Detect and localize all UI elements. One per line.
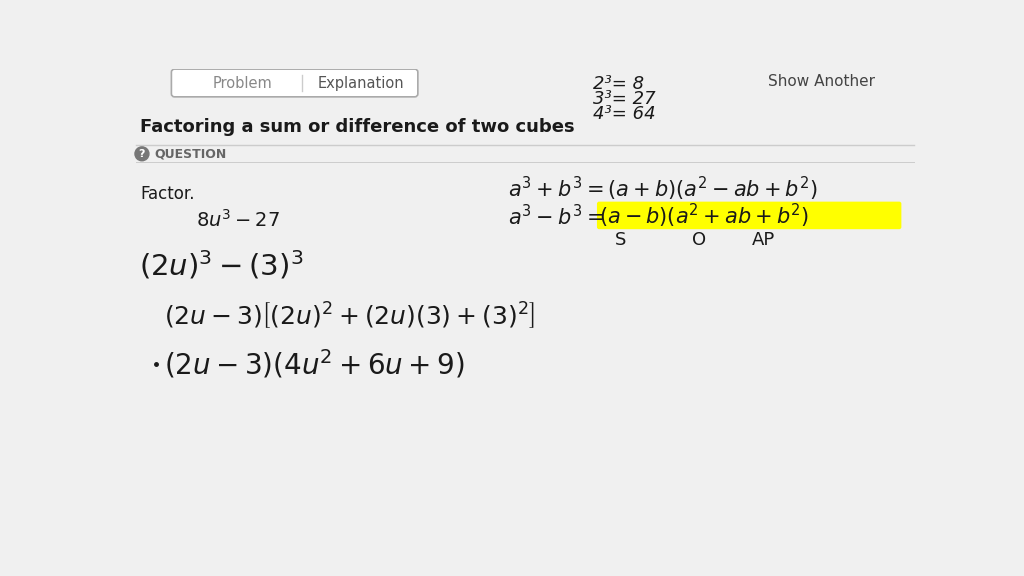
Text: $(\mathit{a}-\mathit{b})(\mathit{a}^2+ \mathit{a}\mathit{b}+\mathit{b}^2)$: $(\mathit{a}-\mathit{b})(\mathit{a}^2+ \… bbox=[599, 202, 809, 230]
Text: $8u^3-27$: $8u^3-27$ bbox=[197, 209, 281, 231]
Text: Factor.: Factor. bbox=[140, 185, 195, 203]
Text: $\mathit{a}^3+\mathit{b}^3= (\mathit{a}+\mathit{b})(\mathit{a}^2- \mathit{a}\mat: $\mathit{a}^3+\mathit{b}^3= (\mathit{a}+… bbox=[508, 175, 817, 203]
Text: 4³= 64: 4³= 64 bbox=[593, 104, 655, 123]
Text: 3³= 27: 3³= 27 bbox=[593, 90, 655, 108]
Text: $(2u)^3 - (3)^3$: $(2u)^3 - (3)^3$ bbox=[139, 249, 303, 282]
Text: $(2u-3)\left[(2u)^2 + (2u)(3)+(3)^2\right]$: $(2u-3)\left[(2u)^2 + (2u)(3)+(3)^2\righ… bbox=[164, 300, 535, 331]
Text: Factoring a sum or difference of two cubes: Factoring a sum or difference of two cub… bbox=[140, 118, 575, 136]
Text: Show Another: Show Another bbox=[768, 74, 876, 89]
Text: Problem: Problem bbox=[213, 76, 272, 91]
Text: QUESTION: QUESTION bbox=[155, 147, 226, 160]
Text: $\mathit{a}^3-\mathit{b}^3= $: $\mathit{a}^3-\mathit{b}^3= $ bbox=[508, 203, 603, 229]
Text: ?: ? bbox=[138, 149, 145, 159]
Circle shape bbox=[135, 147, 148, 161]
Text: O: O bbox=[692, 231, 707, 249]
FancyBboxPatch shape bbox=[171, 69, 418, 97]
Text: Explanation: Explanation bbox=[317, 76, 403, 91]
Text: AP: AP bbox=[752, 231, 775, 249]
Text: 2³= 8: 2³= 8 bbox=[593, 75, 644, 93]
Text: $(2u-3)(4u^2 + 6u + 9)$: $(2u-3)(4u^2 + 6u + 9)$ bbox=[164, 347, 464, 381]
Text: S: S bbox=[614, 231, 626, 249]
FancyBboxPatch shape bbox=[598, 202, 901, 229]
